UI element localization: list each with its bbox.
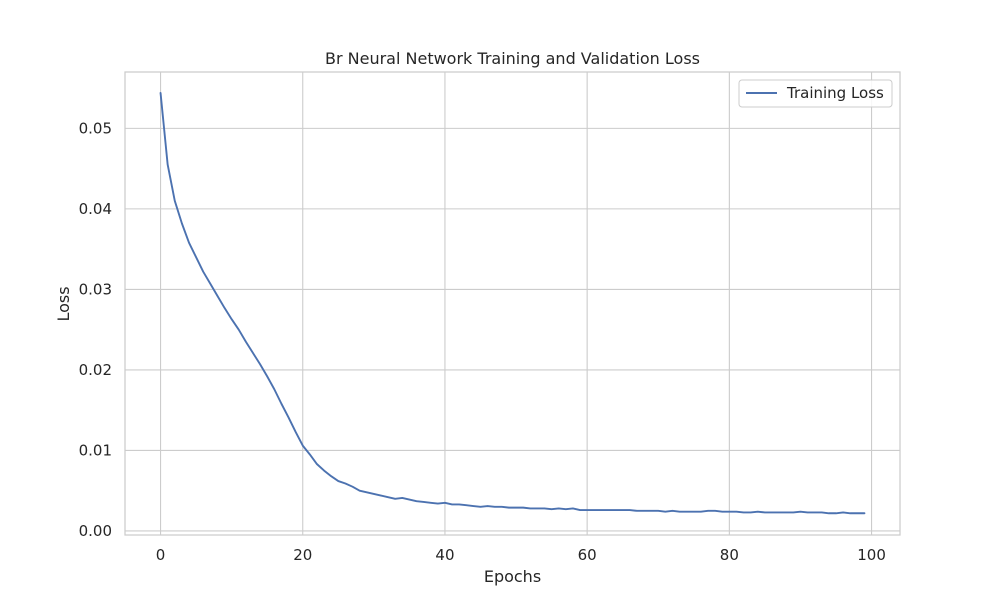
plot-frame <box>124 71 901 536</box>
y-tick-label: 0.03 <box>79 280 112 298</box>
y-tick-label: 0.05 <box>79 119 112 137</box>
x-tick-label: 80 <box>720 546 739 564</box>
x-tick-label: 100 <box>857 546 886 564</box>
legend-label-training-loss: Training Loss <box>786 84 884 102</box>
x-tick-label: 20 <box>293 546 312 564</box>
plot-frame-group <box>124 71 901 536</box>
x-axis-label: Epochs <box>484 567 541 586</box>
x-axis-ticks: 0 20 40 60 80 100 <box>156 546 886 564</box>
grid <box>125 72 900 535</box>
y-tick-label: 0.01 <box>79 441 112 459</box>
series-line-training-loss <box>159 91 866 515</box>
legend: Training Loss <box>738 79 893 108</box>
y-axis-ticks: 0.00 0.01 0.02 0.03 0.04 0.05 <box>79 119 112 540</box>
chart-title: Br Neural Network Training and Validatio… <box>325 49 700 68</box>
x-tick-label: 60 <box>578 546 597 564</box>
y-tick-label: 0.00 <box>79 522 112 540</box>
y-axis-label: Loss <box>54 286 73 321</box>
y-tick-label: 0.04 <box>79 200 112 218</box>
legend-box <box>738 79 893 108</box>
y-tick-label: 0.02 <box>79 361 112 379</box>
x-tick-label: 40 <box>435 546 454 564</box>
x-tick-label: 0 <box>156 546 166 564</box>
series-layer <box>159 91 866 515</box>
